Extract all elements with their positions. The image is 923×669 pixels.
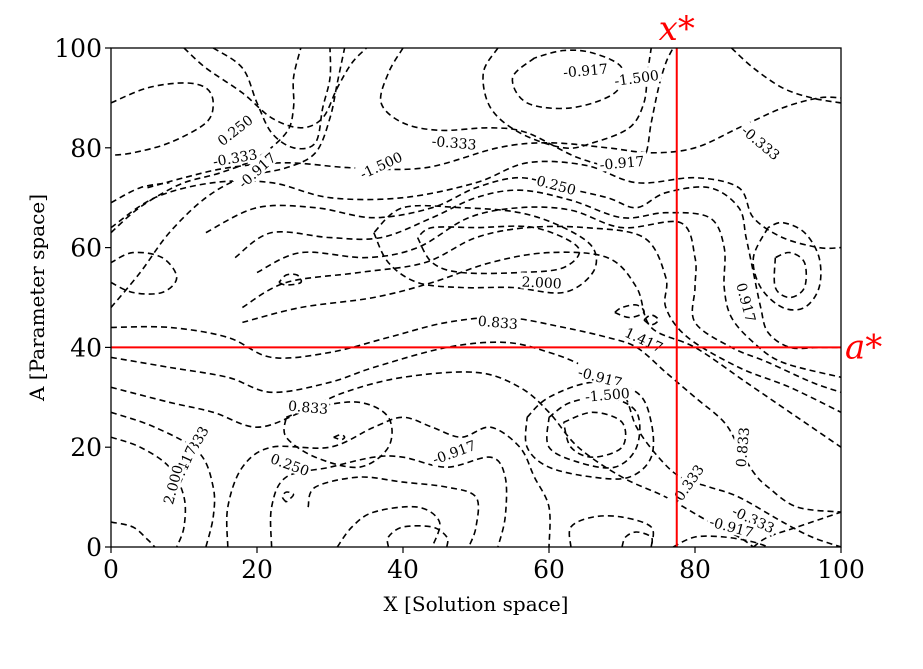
x-tick-label: 40: [387, 555, 419, 584]
contour-label-text: -0.333: [212, 147, 259, 171]
contour-line: [111, 48, 346, 309]
contour-label: -1.500: [610, 65, 663, 90]
contour-line: [111, 181, 170, 204]
contour-line: [511, 49, 625, 110]
contour-label-text: -0.917: [563, 62, 609, 82]
contour-line: [416, 225, 581, 275]
contour-label: -0.333: [737, 119, 786, 165]
contour-line: [212, 48, 332, 150]
contour-line: [333, 433, 346, 441]
contour-line: [205, 176, 841, 350]
contour-line: [621, 531, 654, 547]
contour-line: [546, 396, 641, 469]
contour-label-text: -1.500: [358, 149, 405, 182]
x-axis-label: X [Solution space]: [384, 592, 569, 616]
contour-line: [111, 160, 841, 250]
x-tick-label: 100: [817, 555, 865, 584]
contour-line: [307, 476, 480, 547]
contour-label: -0.917: [596, 151, 648, 174]
contour-line: [269, 455, 508, 547]
contour-line: [111, 82, 215, 157]
contour-line: [379, 48, 674, 169]
contour-line: [614, 304, 645, 319]
contour-line: [147, 96, 841, 189]
y-tick-label: 100: [54, 34, 102, 63]
contour-label: -1.500: [581, 383, 633, 406]
contour-label: -0.917: [560, 59, 611, 81]
contour-line: [225, 416, 551, 547]
y-axis-label: A [Parameter space]: [25, 194, 49, 402]
contour-line: [242, 251, 841, 448]
contour-line: [568, 515, 655, 547]
reference-lines: x* a*: [111, 9, 882, 547]
contour-label-text: 0.250: [535, 173, 578, 199]
contour-label: 0.250: [213, 110, 256, 150]
contour-line: [482, 48, 652, 150]
contour-line: [281, 491, 295, 503]
contour-line: [386, 525, 449, 547]
contour-label-text: -0.333: [431, 134, 477, 154]
x-axis-ticks: 0 20 40 60 80 100: [103, 547, 865, 584]
contour-label: 2.000: [520, 272, 564, 293]
y-tick-label: 20: [70, 433, 102, 462]
contour-line: [111, 48, 302, 234]
y-tick-label: 0: [86, 533, 102, 562]
contour-label-text: 0.250: [215, 112, 256, 149]
contour-label-text: 0.833: [734, 427, 753, 468]
plot-frame: [110, 47, 842, 548]
contour-line: [183, 48, 368, 129]
contour-line: [373, 204, 598, 294]
x-star-label: x*: [659, 9, 695, 49]
contour-label: 0.250: [267, 449, 313, 480]
x-tick-label: 80: [679, 555, 711, 584]
x-tick-label: 20: [241, 555, 273, 584]
contour-label-text: 2.000: [521, 274, 562, 292]
contour-line: [278, 273, 303, 286]
contour-line: [111, 521, 156, 547]
contour-line: [234, 189, 841, 379]
contour-line: [336, 505, 441, 547]
contour-label-text: 0.917: [732, 281, 758, 324]
contour-label: 1.417: [621, 322, 667, 357]
contour-label-text: 0.833: [287, 399, 328, 418]
contour-label-text: -0.917: [599, 154, 645, 174]
y-tick-label: 60: [70, 234, 102, 263]
contour-label: 0.833: [286, 396, 330, 418]
contour-label: 0.833: [476, 311, 520, 333]
contour-line: [562, 411, 627, 459]
contour-lines: [111, 48, 841, 547]
contour-line: [256, 206, 841, 394]
contour-line: [752, 511, 841, 547]
contour-label: -1.500: [354, 146, 407, 183]
x-tick-label: 0: [103, 555, 119, 584]
contour-line: [241, 225, 841, 414]
a-star-label: a*: [845, 327, 882, 367]
contour-line: [111, 316, 841, 513]
contour-label: -0.333: [209, 144, 261, 171]
contour-line: [111, 251, 178, 295]
contour-line: [752, 221, 822, 311]
y-tick-label: 40: [70, 333, 102, 362]
contour-label: 0.833: [731, 425, 753, 469]
contour-line: [111, 371, 754, 547]
x-tick-label: 60: [533, 555, 565, 584]
contour-label: -0.917: [427, 435, 480, 468]
contour-label-text: -1.500: [584, 386, 630, 406]
contour-label-text: -1.500: [613, 68, 660, 90]
contour-line: [524, 381, 655, 480]
contour-label: 0.250: [534, 171, 579, 199]
y-axis-ticks: 0 20 40 60 80 100: [54, 34, 111, 562]
contour-line: [773, 251, 808, 299]
contour-line: [111, 341, 841, 547]
contour-line: [730, 48, 841, 104]
contour-line: [672, 535, 769, 547]
contour-label: -0.333: [428, 131, 480, 154]
contour-line: [111, 411, 216, 547]
contour-label-text: 0.833: [477, 314, 518, 333]
y-tick-label: 80: [70, 134, 102, 163]
contour-label-text: -0.333: [738, 123, 783, 164]
